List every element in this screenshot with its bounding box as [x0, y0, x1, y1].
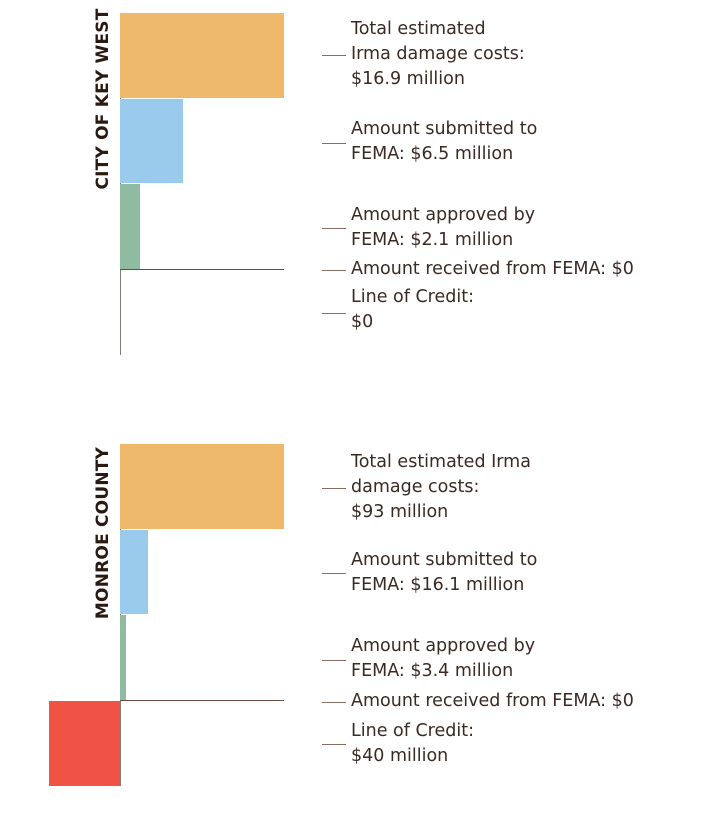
- data-label-credit: Line of Credit: $40 million: [351, 721, 474, 766]
- data-label-submitted: Amount submitted to FEMA: $16.1 million: [351, 550, 538, 595]
- leader-line: [322, 573, 346, 574]
- bar-approved: [120, 615, 126, 700]
- chart-title: MONROE COUNTY: [93, 446, 113, 620]
- bar-total: [120, 13, 284, 98]
- leader-line: [322, 143, 346, 144]
- bar-total: [120, 444, 284, 529]
- leader-line: [322, 55, 346, 56]
- bar-submitted: [120, 529, 149, 614]
- data-label-received: Amount received from FEMA: $0: [351, 259, 634, 279]
- leader-line: [322, 702, 346, 703]
- data-label-approved: Amount approved by FEMA: $3.4 million: [351, 636, 536, 681]
- data-label-total: Total estimated Irma damage costs: $16.9…: [351, 19, 525, 89]
- data-label-approved: Amount approved by FEMA: $2.1 million: [351, 205, 536, 250]
- leader-line: [322, 270, 346, 271]
- leader-line: [322, 744, 346, 745]
- bar-received-line: [120, 268, 284, 270]
- leader-line: [322, 660, 346, 661]
- leader-line: [322, 488, 346, 489]
- data-label-received: Amount received from FEMA: $0: [351, 691, 634, 711]
- bar-approved: [120, 184, 141, 269]
- data-label-submitted: Amount submitted to FEMA: $6.5 million: [351, 119, 538, 164]
- bar-received-line: [120, 699, 284, 701]
- data-label-credit: Line of Credit: $0: [351, 287, 474, 332]
- leader-line: [322, 228, 346, 229]
- leader-line: [322, 313, 346, 314]
- chart-monroe-county: MONROE COUNTY Total estimated Irma damag…: [0, 431, 713, 791]
- chart-key-west: CITY OF KEY WEST Total estimated Irma da…: [0, 0, 713, 360]
- data-label-total: Total estimated Irma damage costs: $93 m…: [351, 452, 531, 522]
- bar-credit: [49, 700, 120, 786]
- bar-submitted: [120, 98, 184, 183]
- chart-title: CITY OF KEY WEST: [93, 8, 113, 190]
